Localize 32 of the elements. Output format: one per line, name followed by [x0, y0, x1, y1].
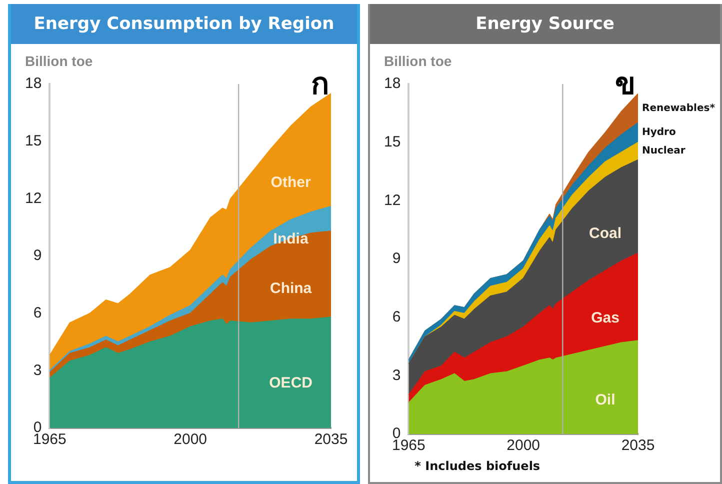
y-tick-label: 12	[384, 192, 401, 209]
y-tick-label: 6	[33, 304, 42, 322]
x-tick-label: 2000	[506, 437, 540, 454]
x-tick-label: 2000	[174, 431, 208, 448]
y-axis-title: Billion toe	[384, 53, 452, 69]
y-axis-title: Billion toe	[25, 53, 93, 69]
annotation: ข	[615, 67, 636, 102]
chart-title: Energy Source	[370, 4, 720, 44]
y-tick-label: 3	[33, 362, 42, 379]
y-tick-label: 3	[392, 366, 401, 384]
chart-title: Energy Consumption by Region	[11, 4, 357, 44]
text: * Includes biofuels	[414, 459, 540, 473]
y-tick-label: 15	[384, 133, 401, 150]
series-label: China	[270, 280, 312, 298]
y-tick-label: 9	[392, 250, 401, 268]
y-tick-label: 18	[384, 75, 401, 92]
x-tick-label: 2035	[621, 437, 655, 454]
annotation: ก	[311, 67, 329, 102]
y-tick-label: 6	[392, 308, 401, 326]
series-label: Renewables*	[642, 102, 716, 114]
series-label: OECD	[269, 374, 313, 392]
x-tick-label: 2035	[314, 431, 348, 448]
series-label: Oil	[595, 391, 616, 408]
series-label: Coal	[588, 225, 622, 242]
y-tick-label: 12	[24, 190, 42, 207]
y-tick-label: 18	[24, 75, 42, 92]
series-label: Other	[270, 174, 311, 192]
y-tick-label: 9	[33, 247, 42, 264]
y-tick-label: 15	[24, 132, 42, 150]
series-label: Nuclear	[642, 146, 686, 157]
series-label: Hydro	[642, 127, 676, 138]
series-label: Gas	[591, 310, 620, 327]
